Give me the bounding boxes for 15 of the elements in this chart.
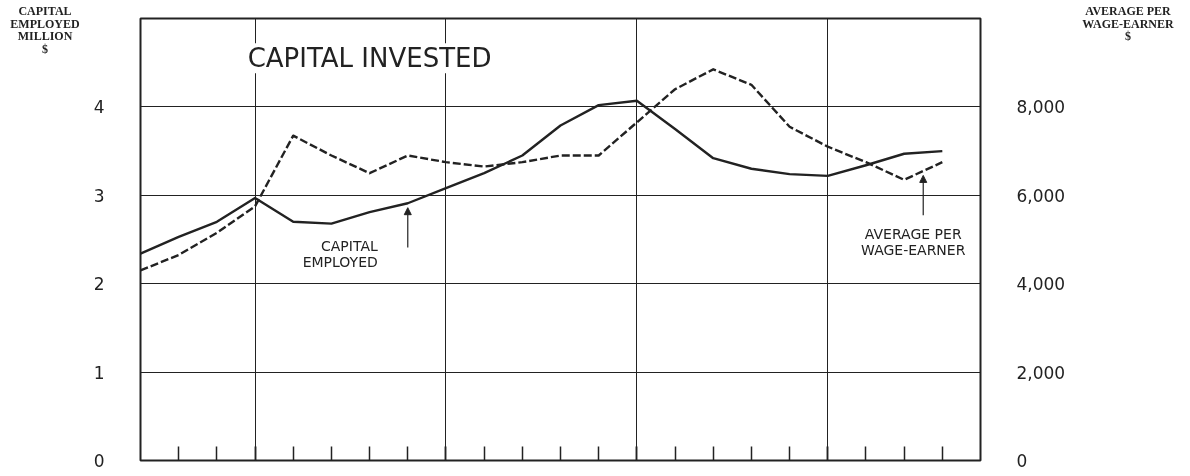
annotation: CAPITAL EMPLOYED [302,238,378,271]
y-axis-title: CAPITAL EMPLOYED MILLION $ [10,4,80,56]
y-tick-label: 0 [93,451,105,471]
y2-tick-label: 4,000 [1016,274,1066,295]
y2-tick-label: 6,000 [1016,185,1066,206]
y2-axis-title: AVERAGE PER WAGE-EARNER $ [1082,4,1174,44]
y2-tick-label: 0 [1016,451,1028,471]
text: CAPITAL INVESTED [247,43,492,74]
y2-tick-label: 2,000 [1016,362,1066,383]
annotation: AVERAGE PER WAGE-EARNER [861,225,966,258]
y-tick-label: 4 [93,97,105,118]
y-tick-label: 3 [93,185,105,206]
y2-tick-label: 8,000 [1016,97,1066,118]
y-tick-label: 2 [93,274,105,295]
y-tick-label: 1 [93,362,105,383]
